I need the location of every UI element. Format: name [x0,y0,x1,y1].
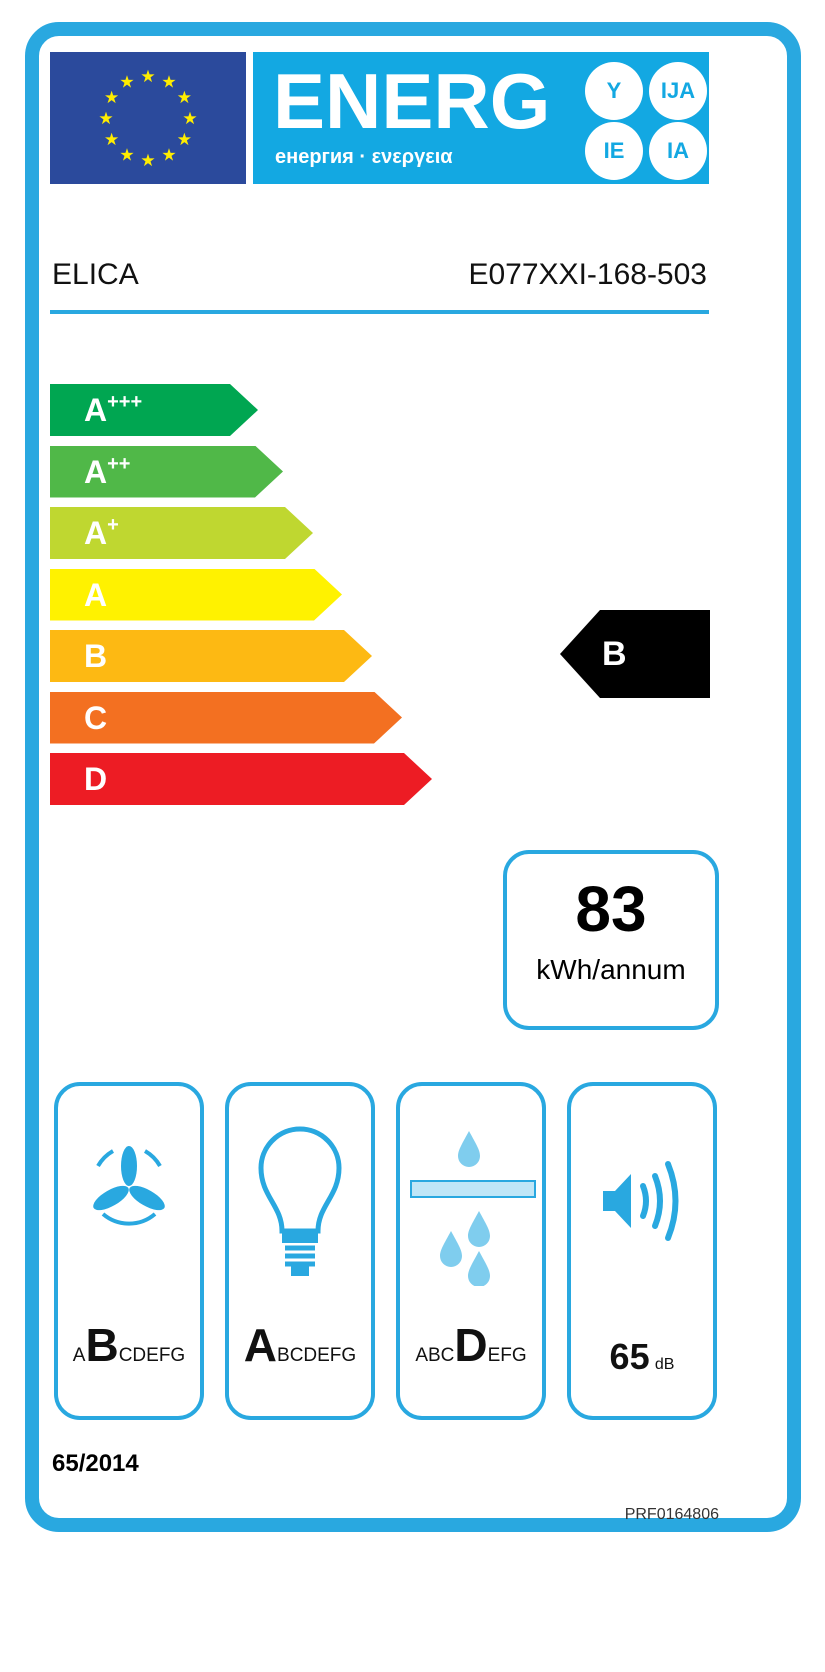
energy-header: ENERG енергия · ενεργεια Y IJA IE IA [253,52,709,184]
regulation-number: 65/2014 [52,1450,139,1477]
class-letter: A [84,392,108,428]
label-frame [25,22,801,1532]
lighting-class: ABCDEFG [229,1318,371,1372]
suffix-ie: IE [585,122,643,180]
product-code: PRF0164806 [624,1506,719,1523]
star-icon: ★ [177,130,192,149]
star-icon: ★ [182,109,197,128]
star-icon: ★ [140,67,155,86]
class-letter: A [84,576,108,613]
class-letter: C [84,699,108,736]
star-icon: ★ [140,151,155,170]
noise-level: 65 dB [571,1336,713,1378]
star-icon: ★ [177,88,192,107]
noise-value: 65 [609,1336,650,1377]
suffix-ija: IJA [649,62,707,120]
class-letter: A [84,453,108,490]
star-icon: ★ [119,145,134,164]
noise-box: 65 dB [567,1082,717,1420]
consumption-box: 83 kWh/annum [503,850,719,1030]
light-bulb-icon [258,1126,342,1276]
star-icon: ★ [104,88,119,107]
class-letter: A [84,515,108,551]
scale-post: EFG [487,1345,527,1366]
suffix-ia: IA [649,122,707,180]
energy-class-bar: A+++ [50,384,258,436]
energy-title: ENERG [273,58,551,144]
lighting-box: ABCDEFG [225,1082,375,1420]
star-icon: ★ [98,109,113,128]
supplier-name: ELICA [52,258,139,291]
speaker-icon [603,1161,679,1241]
eu-flag-icon: ★ ★ ★ ★ ★ ★ ★ ★ ★ ★ ★ ★ [50,52,246,184]
scale-pre: A [72,1345,86,1366]
model-id: E077XXI-168-503 [468,258,707,291]
divider [50,310,709,314]
scale-class: A [243,1319,278,1371]
grease-filter-class: ABCDEFG [400,1318,542,1372]
scale-pre: ABC [415,1345,455,1366]
star-icon: ★ [161,145,176,164]
energy-class-bar: B [50,630,372,682]
scale-post: BCDEFG [277,1345,357,1366]
class-plus: + [107,514,119,536]
energy-subtitle: енергия · ενεργεια [275,146,453,168]
grease-filter-box: ABCDEFG [396,1082,546,1420]
class-letter: B [84,638,108,674]
star-icon: ★ [104,130,119,149]
fluid-dynamic-box: ABCDEFG [54,1082,204,1420]
class-plus: ++ [107,452,131,475]
suffix-y: Y [585,62,643,120]
energy-class-bar: A [50,569,342,621]
class-letter: D [84,761,108,797]
energy-class-bar: A+ [50,507,313,559]
fluid-dynamic-class: ABCDEFG [58,1318,200,1372]
scale-class: B [85,1319,119,1371]
class-plus: +++ [107,391,143,413]
consumption-unit: kWh/annum [536,954,686,985]
star-icon: ★ [161,73,176,92]
energy-class-bar: C [50,692,402,744]
consumption-value: 83 [575,873,647,945]
energy-class-bar: D [50,753,432,805]
fan-icon [93,1146,165,1226]
scale-class: D [454,1319,488,1371]
scale-post: CDEFG [118,1345,186,1366]
energy-class-bar: A++ [50,446,283,498]
noise-unit: dB [654,1356,675,1373]
star-icon: ★ [119,73,134,92]
grease-filter-icon [410,1131,536,1286]
